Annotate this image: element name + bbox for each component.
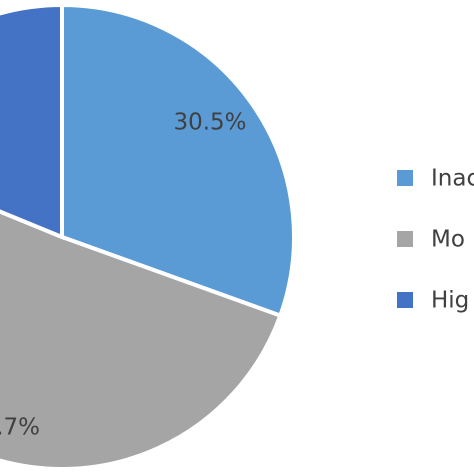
legend-swatch xyxy=(397,170,413,186)
legend-swatch xyxy=(397,292,413,308)
legend-swatch xyxy=(397,231,413,247)
legend-label: Mo xyxy=(431,227,465,253)
pie-slice xyxy=(0,209,283,471)
legend-label: Inac xyxy=(431,166,474,192)
data-label: 50.7% xyxy=(0,415,40,441)
data-label: 30.5% xyxy=(173,110,246,136)
pie-slice xyxy=(0,2,64,240)
pie-slice xyxy=(60,2,296,319)
legend-label: Hig xyxy=(431,288,469,314)
